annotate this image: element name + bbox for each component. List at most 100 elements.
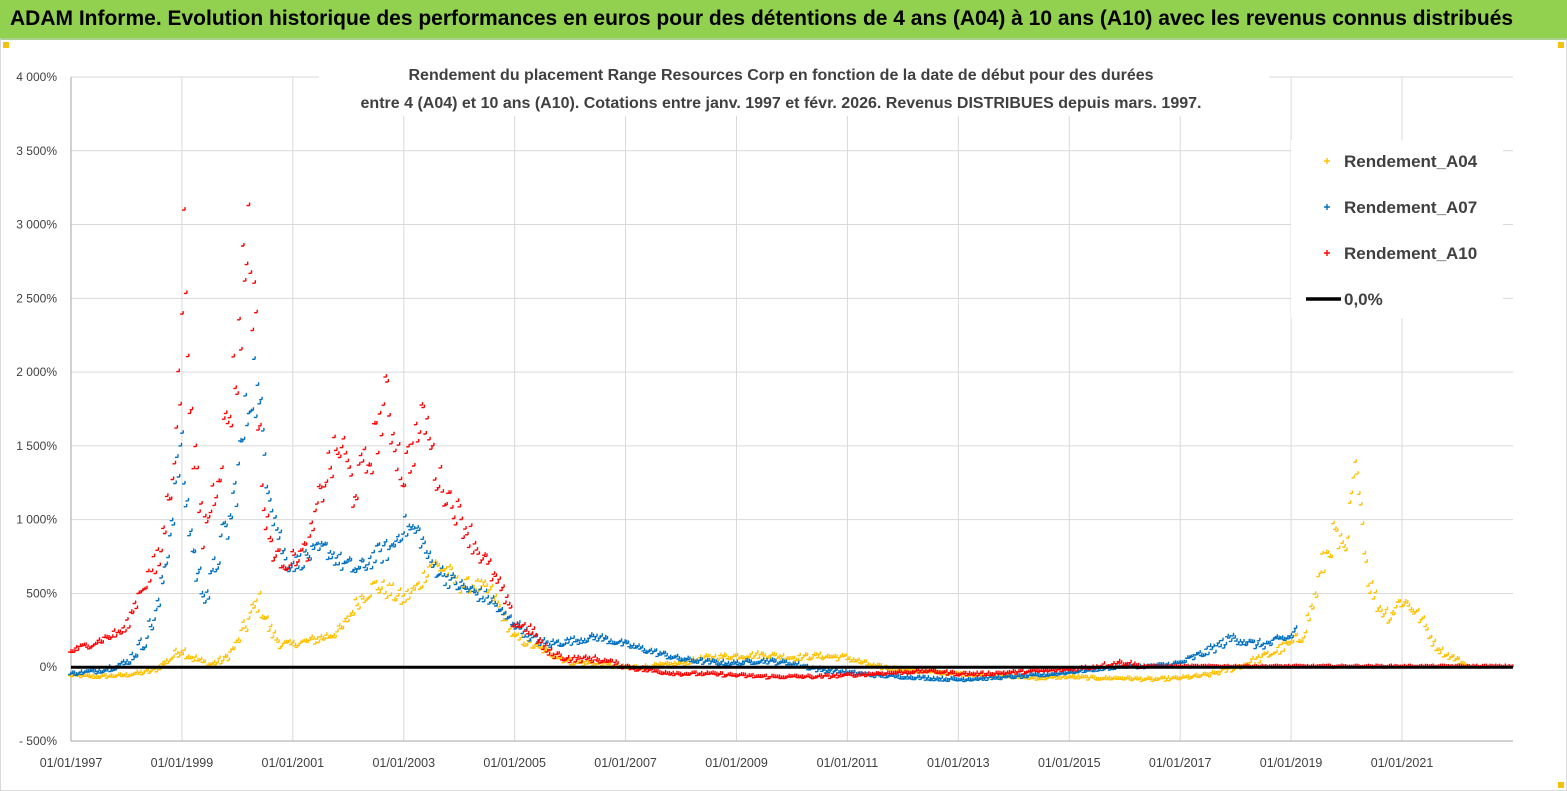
- point-a04: [246, 616, 251, 620]
- point-a07: [904, 674, 909, 678]
- point-a07: [197, 566, 202, 571]
- point-a07: [373, 559, 377, 564]
- point-a04: [405, 588, 409, 593]
- point-a04: [815, 654, 820, 659]
- point-a07: [448, 577, 453, 581]
- point-a04: [323, 632, 328, 636]
- point-a04: [1404, 600, 1409, 604]
- legend-label-zero: 0,0%: [1344, 290, 1383, 309]
- point-a07: [294, 554, 298, 558]
- point-a04: [1314, 594, 1319, 598]
- point-a04: [1174, 675, 1179, 680]
- point-a04: [539, 645, 544, 650]
- point-a07: [618, 638, 623, 642]
- point-a10: [354, 496, 359, 501]
- point-a10: [109, 634, 114, 639]
- point-a04: [1323, 549, 1328, 554]
- point-a10: [263, 526, 268, 531]
- point-a04: [1325, 550, 1330, 554]
- point-a10: [151, 553, 156, 558]
- point-a10: [727, 671, 731, 676]
- point-a04: [1333, 526, 1337, 530]
- point-a07: [385, 557, 390, 561]
- point-a04: [1327, 553, 1332, 558]
- point-a07: [136, 641, 141, 646]
- point-a10: [119, 631, 123, 635]
- point-a07: [1284, 635, 1289, 639]
- point-a10: [719, 671, 724, 675]
- point-a10: [309, 520, 313, 525]
- point-a10: [423, 431, 427, 435]
- point-a04: [683, 662, 687, 667]
- point-a07: [925, 675, 930, 679]
- point-a04: [174, 651, 179, 655]
- point-a04: [1318, 570, 1322, 574]
- point-a04: [259, 614, 264, 619]
- point-a04: [244, 628, 249, 633]
- point-a04: [90, 673, 94, 678]
- point-a04: [465, 576, 470, 580]
- point-a07: [159, 575, 163, 579]
- point-a04: [375, 586, 380, 591]
- point-a10: [1116, 658, 1121, 663]
- point-a10: [210, 482, 215, 487]
- point-a10: [472, 540, 477, 545]
- point-a10: [94, 641, 99, 645]
- point-a07: [157, 603, 162, 608]
- point-a04: [1264, 650, 1269, 655]
- point-a07: [1262, 645, 1266, 650]
- point-a10: [242, 278, 247, 282]
- y-tick-label: 500%: [26, 586, 57, 600]
- point-a10: [351, 504, 355, 508]
- point-a04: [160, 660, 164, 665]
- x-tick-label: 01/01/2009: [705, 756, 768, 770]
- point-a04: [161, 661, 166, 666]
- point-a04: [421, 570, 426, 574]
- point-a04: [718, 652, 722, 657]
- point-a07: [713, 659, 717, 664]
- point-a07: [276, 536, 281, 540]
- point-a04: [524, 642, 529, 647]
- point-a10: [235, 391, 239, 395]
- point-a04: [1285, 640, 1289, 645]
- point-a04: [1248, 659, 1252, 664]
- point-a07: [196, 570, 200, 575]
- point-a07: [199, 590, 204, 595]
- point-a10: [98, 639, 103, 643]
- point-a04: [1345, 535, 1350, 539]
- point-a07: [741, 661, 745, 666]
- point-a07: [194, 578, 198, 582]
- point-a10: [1012, 669, 1016, 674]
- point-a07: [153, 607, 158, 612]
- point-a04: [231, 646, 236, 651]
- point-a07: [317, 547, 321, 551]
- point-a10: [506, 601, 511, 606]
- point-a07: [231, 490, 235, 494]
- point-a07: [432, 561, 437, 566]
- point-a10: [484, 553, 488, 558]
- point-a04: [1340, 540, 1344, 544]
- point-a07: [569, 642, 574, 646]
- point-a04: [1336, 545, 1341, 550]
- point-a04: [1437, 650, 1442, 655]
- point-a07: [295, 565, 300, 570]
- point-a04: [1384, 606, 1389, 611]
- chart-area: 4 000% 3 500% 3 000% 2 500% 2 000% 1 500% 1 00…: [0, 38, 1567, 791]
- point-a07: [211, 556, 216, 561]
- point-a07: [150, 626, 155, 631]
- point-a10: [1111, 661, 1115, 665]
- point-a04: [568, 661, 573, 666]
- point-a04: [390, 582, 394, 586]
- point-a10: [974, 670, 978, 675]
- point-a04: [1207, 673, 1212, 678]
- point-a04: [1277, 651, 1282, 655]
- point-a10: [573, 659, 577, 663]
- point-a10: [96, 637, 101, 641]
- point-a04: [303, 638, 308, 642]
- point-a07: [1237, 638, 1242, 643]
- point-a04: [1406, 603, 1411, 607]
- point-a07: [934, 675, 938, 680]
- point-a04: [526, 637, 531, 642]
- point-a10: [463, 526, 467, 530]
- point-a07: [1191, 656, 1196, 661]
